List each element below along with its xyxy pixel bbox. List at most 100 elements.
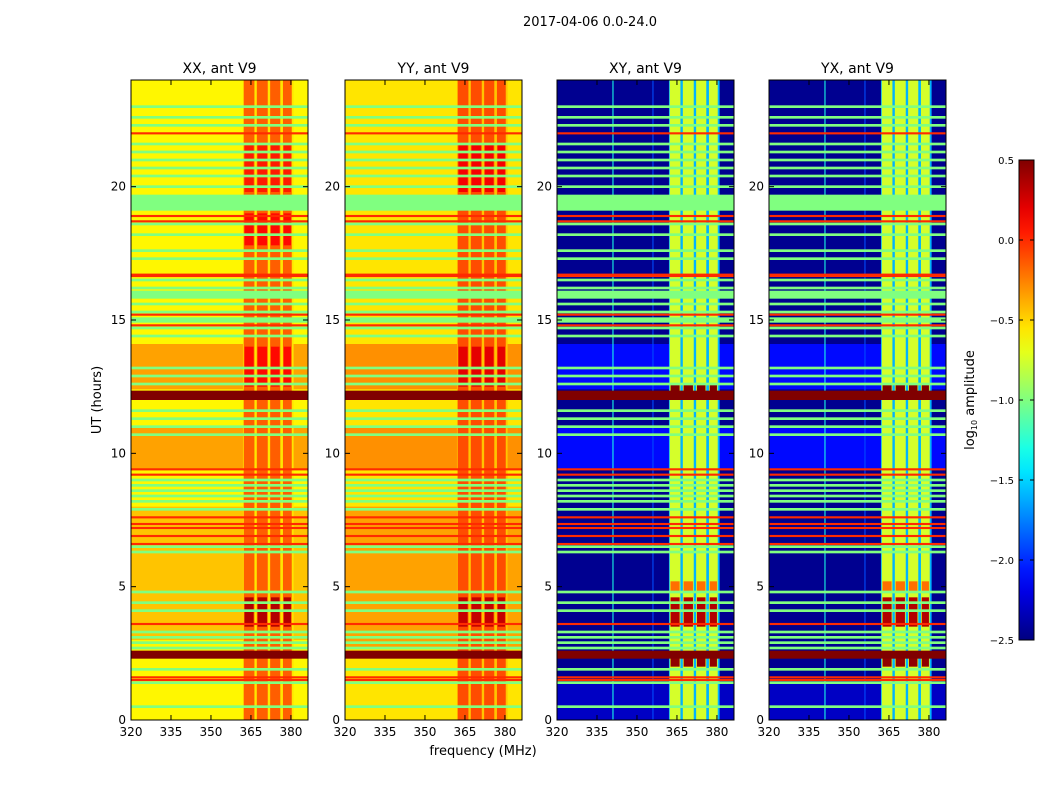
flagged-line (131, 158, 308, 162)
flagged-line (769, 484, 946, 487)
hot-line (131, 678, 308, 682)
hot-line (131, 534, 308, 538)
saturated-block (557, 650, 734, 659)
flagged-line (769, 500, 946, 503)
flagged-line (131, 257, 308, 260)
flagged-line (769, 278, 946, 282)
flagged-block (769, 194, 946, 211)
flagged-line (345, 494, 522, 498)
flagged-line (557, 609, 734, 612)
flagged-line (769, 705, 946, 708)
flagged-line (769, 366, 946, 370)
flagged-line (769, 249, 946, 252)
hot-line (557, 622, 734, 626)
hot-line (769, 522, 946, 526)
x-tick-label: 350 (414, 725, 437, 739)
hot-line (345, 274, 522, 278)
flagged-line (131, 294, 308, 298)
flagged-line (131, 636, 308, 639)
band-hot-spot (908, 581, 918, 592)
band-hot-spot (921, 581, 929, 592)
flagged-line (131, 681, 308, 684)
flagged-line (131, 545, 308, 548)
panel-frame (130, 79, 309, 721)
hot-line (131, 132, 308, 135)
x-tick-label: 380 (279, 725, 302, 739)
x-tick-label: 335 (374, 725, 397, 739)
flagged-line (557, 409, 734, 412)
flagged-line (345, 630, 522, 634)
flagged-line (131, 705, 308, 708)
y-tick-label: 5 (118, 580, 126, 594)
flagged-line (769, 489, 946, 492)
hot-line (557, 313, 734, 316)
flagged-line (557, 318, 734, 322)
saturated-block (131, 650, 308, 659)
flagged-line (557, 257, 734, 260)
flagged-line (131, 478, 308, 482)
flagged-line (345, 294, 522, 298)
flagged-line (131, 278, 308, 282)
flagged-line (131, 302, 308, 306)
band-hot-spot (895, 581, 905, 592)
band-hot-spot (895, 656, 905, 667)
flagged-line (131, 174, 308, 178)
flagged-line (131, 590, 308, 594)
hot-line (131, 676, 308, 679)
hot-line (769, 622, 946, 626)
flagged-line (557, 278, 734, 282)
y-tick-label: 10 (111, 446, 126, 460)
hot-line (769, 534, 946, 538)
flagged-line (131, 249, 308, 252)
hot-line (557, 214, 734, 218)
flagged-line (769, 382, 946, 386)
flagged-line (557, 150, 734, 154)
hot-line (769, 676, 946, 679)
flagged-line (557, 425, 734, 428)
flagged-line (345, 478, 522, 482)
x-tick-label: 335 (586, 725, 609, 739)
hot-line (345, 468, 522, 471)
flagged-line (557, 233, 734, 236)
flagged-line (769, 257, 946, 260)
flagged-line (131, 142, 308, 146)
flagged-line (131, 433, 308, 436)
flagged-line (131, 124, 308, 127)
flagged-line (345, 636, 522, 639)
band-hot-spot (696, 656, 706, 667)
flagged-line (131, 318, 308, 322)
flagged-line (131, 417, 308, 420)
hot-line (131, 468, 308, 471)
flagged-line (769, 478, 946, 482)
hot-line (769, 273, 946, 276)
y-tick-label: 10 (537, 446, 552, 460)
colorbar: 0.5 0.0 −0.5 −1.0 −1.5 −2.0 −2.5 (990, 156, 1035, 647)
x-tick-label: 350 (626, 725, 649, 739)
flagged-line (131, 668, 308, 671)
flagged-line (345, 222, 522, 226)
band-hot-spot (882, 656, 892, 667)
flagged-line (769, 433, 946, 436)
flagged-line (769, 310, 946, 314)
flagged-line (345, 158, 522, 162)
flagged-line (557, 142, 734, 146)
hot-line (557, 220, 734, 223)
flagged-line (557, 668, 734, 671)
hot-line (345, 676, 522, 679)
flagged-line (345, 257, 522, 260)
flagged-line (557, 641, 734, 644)
band-hot-spot (670, 581, 680, 592)
saturated-block (769, 390, 946, 400)
flagged-line (769, 158, 946, 162)
flagged-line (131, 425, 308, 428)
hot-line (345, 522, 522, 526)
x-tick-label: 365 (666, 725, 689, 739)
x-tick-label: 365 (454, 725, 477, 739)
saturated-block (557, 390, 734, 400)
flagged-line (345, 489, 522, 492)
hot-line (345, 313, 522, 316)
saturated-block (345, 650, 522, 659)
hot-line (345, 220, 522, 223)
colorbar-tick-label: 0.0 (998, 236, 1014, 247)
y-tick-label: 15 (325, 313, 340, 327)
